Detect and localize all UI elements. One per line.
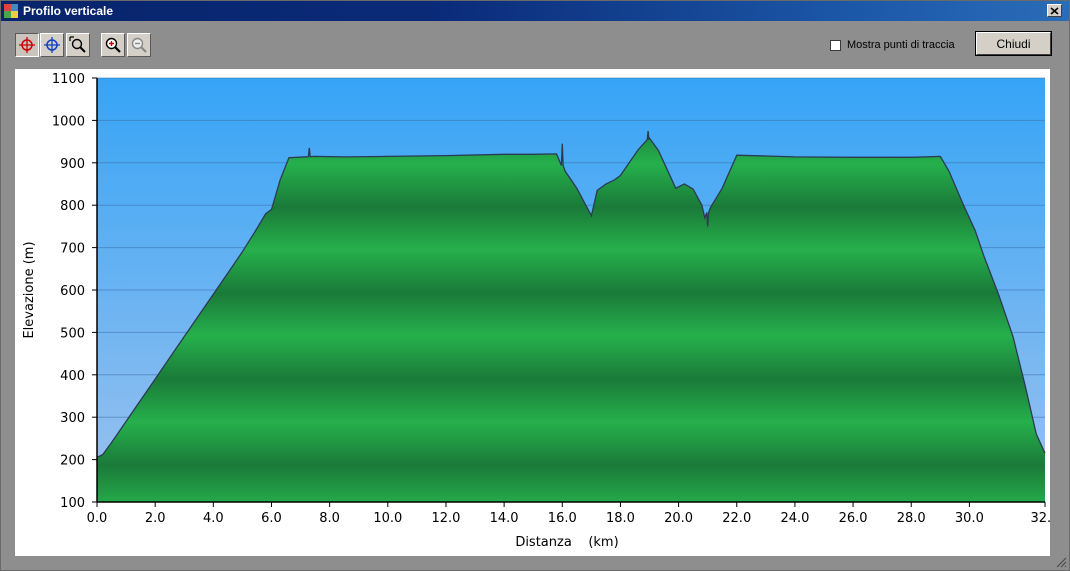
x-tick-label: 16.0	[548, 511, 577, 526]
y-tick-label: 600	[60, 284, 85, 299]
crosshair-red-icon	[19, 37, 35, 53]
elevation-area	[97, 131, 1045, 502]
y-tick-label: 300	[60, 411, 85, 426]
tick-labels: 100 200 300 400 500 600 700 800 900 1000 1100 0.0 2.…	[52, 72, 1050, 526]
zoom-window-tool-button[interactable]	[66, 33, 90, 57]
elevation-profile-chart[interactable]: 100 200 300 400 500 600 700 800 900 1000 1100 0.0 2.…	[15, 69, 1050, 556]
x-tick-label: 20.0	[664, 511, 693, 526]
title-bar[interactable]: Profilo verticale	[1, 1, 1069, 21]
window-title: Profilo verticale	[23, 4, 114, 18]
y-tick-label: 800	[60, 199, 85, 214]
y-tick-label: 700	[60, 242, 85, 257]
show-track-points-checkbox[interactable]	[830, 39, 841, 51]
zoom-in-button[interactable]	[101, 33, 125, 57]
zoom-out-button[interactable]	[127, 33, 151, 57]
y-tick-label: 500	[60, 326, 85, 341]
x-tick-label: 24.0	[780, 511, 809, 526]
show-track-points-label: Mostra punti di traccia	[847, 39, 955, 51]
zoom-out-icon	[131, 37, 147, 53]
y-axis-label: Elevazione (m)	[22, 241, 37, 338]
x-tick-label: 0.0	[87, 511, 108, 526]
x-axis-label: Distanza (km)	[515, 535, 618, 550]
window-close-button[interactable]	[1047, 4, 1062, 17]
y-tick-label: 1100	[52, 72, 85, 87]
y-tick-label: 400	[60, 369, 85, 384]
show-track-points-toggle[interactable]: Mostra punti di traccia	[830, 39, 955, 51]
crosshair-blue-tool-button[interactable]	[40, 33, 64, 57]
elevation-chart-panel: 100 200 300 400 500 600 700 800 900 1000 1100 0.0 2.…	[15, 69, 1050, 556]
y-tick-label: 100	[60, 496, 85, 511]
x-tick-label: 2.0	[145, 511, 166, 526]
y-tick-label: 900	[60, 157, 85, 172]
x-tick-label: 22.0	[722, 511, 751, 526]
close-icon	[1050, 6, 1059, 15]
x-tick-label: 32.6	[1031, 511, 1050, 526]
zoom-in-icon	[105, 37, 121, 53]
x-tick-label: 4.0	[203, 511, 224, 526]
crosshair-red-tool-button[interactable]	[15, 33, 39, 57]
x-tick-label: 6.0	[261, 511, 282, 526]
close-button[interactable]: Chiudi	[975, 31, 1052, 56]
x-tick-label: 8.0	[319, 511, 340, 526]
x-tick-label: 30.0	[955, 511, 984, 526]
x-tick-label: 10.0	[373, 511, 402, 526]
crosshair-blue-icon	[44, 37, 60, 53]
y-tick-label: 1000	[52, 114, 85, 129]
zoom-window-icon	[69, 36, 86, 53]
elevation-line	[96, 130, 1046, 459]
app-icon	[4, 4, 18, 18]
toolbar: Mostra punti di traccia Chiudi	[1, 21, 1069, 67]
x-tick-label: 12.0	[431, 511, 460, 526]
x-tick-label: 28.0	[897, 511, 926, 526]
x-tick-label: 26.0	[839, 511, 868, 526]
y-tick-label: 200	[60, 454, 85, 469]
x-tick-label: 14.0	[490, 511, 519, 526]
x-tick-label: 18.0	[606, 511, 635, 526]
resize-grip-icon[interactable]	[1055, 556, 1067, 568]
